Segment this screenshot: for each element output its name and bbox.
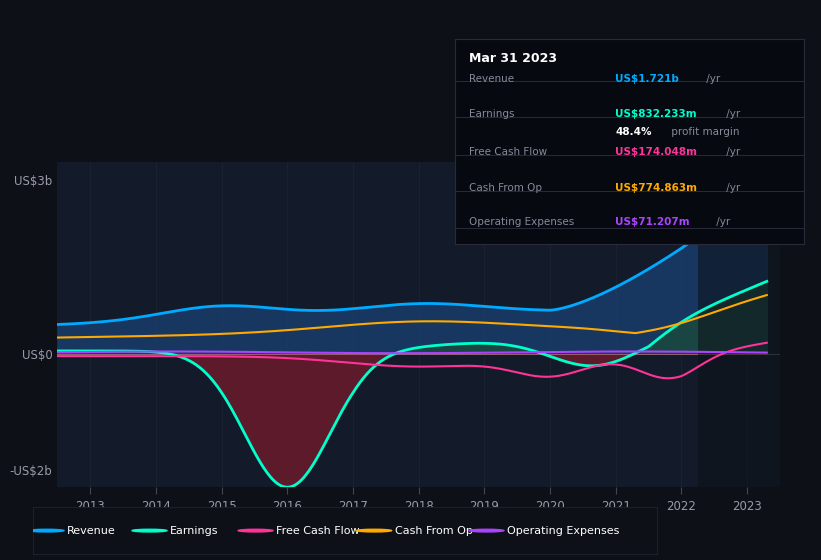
Circle shape [238,529,273,532]
Text: US$71.207m: US$71.207m [616,217,690,227]
Text: Free Cash Flow: Free Cash Flow [469,147,547,156]
Text: Cash From Op: Cash From Op [395,526,473,535]
Circle shape [469,529,504,532]
Text: Free Cash Flow: Free Cash Flow [276,526,360,535]
Text: Earnings: Earnings [469,109,514,119]
Circle shape [29,529,64,532]
Text: Earnings: Earnings [170,526,218,535]
Text: Mar 31 2023: Mar 31 2023 [469,53,557,66]
Text: US$174.048m: US$174.048m [616,147,697,156]
Text: Revenue: Revenue [67,526,116,535]
Text: US$832.233m: US$832.233m [616,109,697,119]
Text: /yr: /yr [722,109,740,119]
Bar [698,162,780,487]
Circle shape [132,529,167,532]
Circle shape [356,529,392,532]
Text: profit margin: profit margin [667,127,739,137]
Text: Operating Expenses: Operating Expenses [469,217,574,227]
Text: /yr: /yr [704,74,721,84]
Text: US$774.863m: US$774.863m [616,183,697,193]
Text: /yr: /yr [722,183,740,193]
Text: Cash From Op: Cash From Op [469,183,542,193]
Text: Revenue: Revenue [469,74,514,84]
Text: 48.4%: 48.4% [616,127,652,137]
Text: /yr: /yr [722,147,740,156]
Text: US$1.721b: US$1.721b [616,74,679,84]
Text: Operating Expenses: Operating Expenses [507,526,619,535]
Text: /yr: /yr [713,217,731,227]
